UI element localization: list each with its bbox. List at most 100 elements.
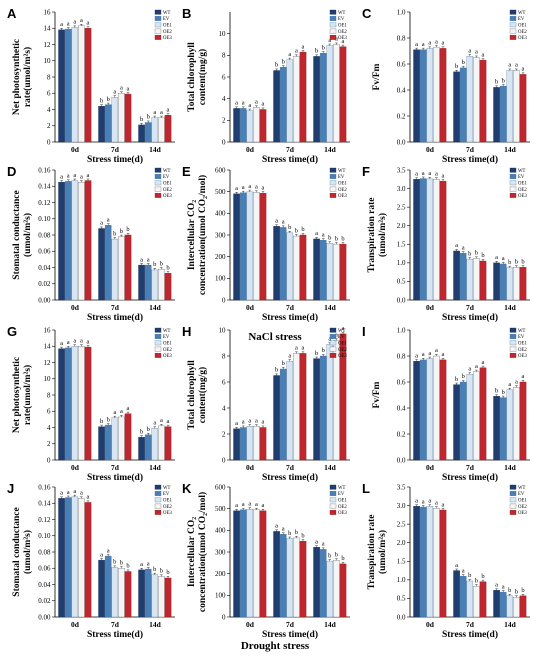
legend-label: EV	[338, 335, 345, 340]
y-tick-label: 600	[215, 483, 226, 491]
significance-label: a	[315, 230, 318, 237]
significance-label: b	[468, 250, 471, 257]
significance-label: b	[341, 235, 344, 242]
bar-oe3-0d	[84, 180, 92, 301]
bar-oe3-14d	[164, 426, 172, 461]
significance-label: b	[315, 48, 318, 55]
significance-label: b	[107, 416, 110, 423]
significance-label: a	[475, 49, 478, 56]
legend-label: WT	[518, 486, 526, 491]
panel-letter: A	[7, 6, 17, 21]
x-tick-label: 7d	[466, 303, 475, 312]
x-tick-label: 7d	[466, 463, 475, 472]
x-axis-title: Stress time(d)	[87, 154, 143, 165]
x-tick-label: 0d	[71, 145, 80, 154]
significance-label: a	[160, 417, 163, 424]
bar-ev-14d	[499, 591, 507, 618]
significance-label: a	[113, 89, 116, 96]
significance-label: a	[522, 373, 525, 380]
bar-oe1-7d	[111, 238, 119, 301]
significance-label: b	[140, 116, 143, 123]
legend-swatch-oe3	[509, 353, 517, 358]
significance-label: b	[468, 572, 471, 579]
significance-label: a	[462, 244, 465, 251]
bar-ev-14d	[319, 355, 327, 461]
legend-swatch-oe2	[509, 186, 517, 192]
significance-label: b	[475, 577, 478, 584]
bar-oe1-14d	[506, 595, 514, 618]
legend-label: OE1	[338, 342, 347, 347]
bar-oe1-14d	[506, 70, 514, 143]
y-tick-label: 0.8	[397, 352, 406, 360]
bar-oe2-0d	[78, 182, 85, 301]
legend-swatch-oe3	[154, 353, 162, 358]
legend-swatch-ev	[509, 16, 517, 21]
significance-label: a	[262, 101, 265, 108]
y-tick-label: 1.0	[397, 259, 406, 267]
y-tick-label: 0	[47, 138, 51, 146]
chart-panel-g: G 0 2 4 6 8 10 12 14 16 Net photosyntheticrate(umo…	[7, 324, 175, 483]
legend-swatch-oe2	[329, 186, 337, 192]
legend-swatch-ev	[154, 491, 162, 496]
x-tick-label: 14d	[324, 303, 337, 312]
y-tick-label: 400	[215, 210, 226, 218]
legend-swatch-ev	[154, 174, 162, 179]
bar-oe3-0d	[259, 109, 267, 143]
y-tick-label: 0	[222, 456, 226, 464]
y-axis-title: Intercellular CO₂concentration(umol CO₂/…	[187, 492, 208, 612]
legend-label: EV	[518, 492, 525, 497]
significance-label: a	[442, 172, 445, 179]
bar-wt-0d	[233, 108, 240, 143]
bar-oe3-7d	[479, 59, 487, 143]
x-tick-label: 7d	[286, 145, 295, 154]
x-tick-label: 14d	[504, 620, 517, 629]
bar-oe1-0d	[246, 191, 254, 301]
y-tick-label: 8	[47, 73, 51, 81]
significance-label: a	[288, 352, 291, 359]
x-tick-label: 14d	[149, 620, 162, 629]
bar-oe3-14d	[519, 595, 527, 618]
bar-oe3-14d	[339, 333, 347, 461]
bar-oe3-14d	[519, 74, 527, 143]
y-tick-label: 0	[222, 138, 226, 146]
legend-label: OE2	[163, 348, 172, 353]
x-tick-label: 0d	[426, 620, 435, 629]
legend-swatch-oe3	[154, 193, 162, 198]
x-tick-label: 0d	[246, 145, 255, 154]
bar-oe2-14d	[333, 44, 340, 143]
significance-label: a	[87, 494, 90, 501]
y-axis-title: Intercellular CO₂concentration(umol CO₂/…	[187, 175, 208, 295]
legend-swatch-wt	[154, 327, 162, 333]
bar-oe3-7d	[124, 571, 132, 618]
significance-label: b	[508, 587, 511, 594]
y-tick-label: 0.4	[397, 404, 406, 412]
legend-swatch-oe2	[329, 503, 337, 509]
bar-ev-0d	[64, 347, 72, 461]
y-axis-title: Net photosyntheticrate(umol/m²s)	[12, 39, 33, 115]
y-axis-title-line: Stomatal conductance	[12, 507, 22, 596]
significance-label: b	[120, 228, 123, 235]
significance-label: a	[468, 365, 471, 372]
bar-oe1-14d	[506, 389, 514, 461]
x-axis-title: Stress time(d)	[262, 629, 318, 640]
significance-label: a	[160, 109, 163, 116]
legend-swatch-oe3	[329, 353, 337, 358]
y-axis-title-line: Total chlorophyll	[187, 42, 197, 112]
panel-letter: H	[182, 324, 191, 339]
bar-ev-0d	[64, 28, 72, 143]
significance-label: a	[167, 418, 170, 425]
bar-oe2-7d	[473, 371, 480, 461]
legend-label: OE2	[163, 30, 172, 35]
y-tick-label: 400	[215, 527, 226, 535]
significance-label: b	[113, 559, 116, 566]
y-tick-label: 14	[44, 25, 52, 33]
significance-label: a	[428, 170, 431, 177]
y-tick-label: 0.02	[38, 597, 51, 605]
bar-wt-0d	[233, 510, 240, 618]
bar-oe3-7d	[124, 234, 132, 301]
legend-swatch-wt	[329, 167, 337, 173]
bar-ev-7d	[459, 381, 467, 461]
chart-panel-e: E 0 100 200 300 400 500 600 Intercellular CO₂con…	[182, 164, 350, 323]
legend-swatch-wt	[154, 484, 162, 490]
